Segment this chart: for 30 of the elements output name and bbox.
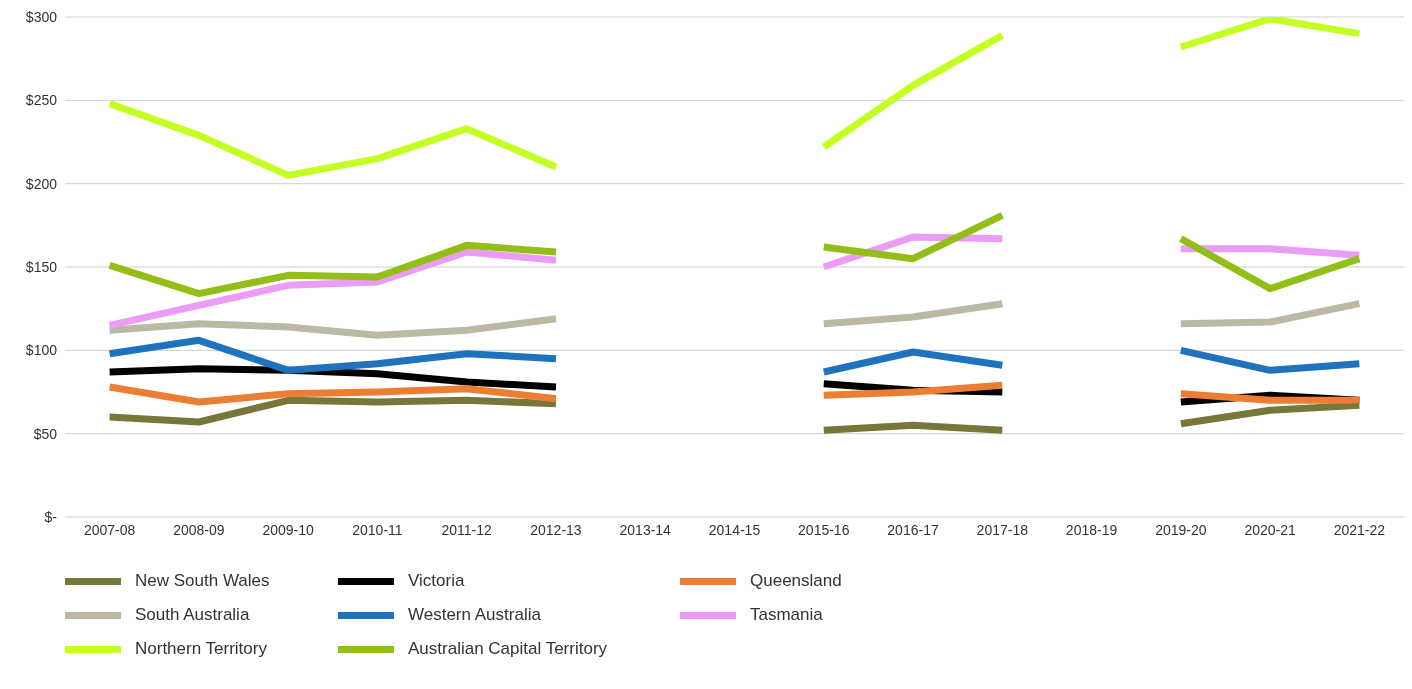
x-tick-label: 2011-12 [441, 521, 493, 538]
y-tick-label: $- [44, 508, 58, 525]
x-tick-label: 2009-10 [262, 521, 315, 538]
x-tick-label: 2014-15 [708, 521, 761, 538]
legend-label: Australian Capital Territory [408, 639, 608, 659]
x-tick-label: 2019-20 [1155, 521, 1207, 538]
x-tick-label: 2010-11 [352, 521, 403, 538]
x-tick-label: 2021-22 [1333, 521, 1386, 538]
legend-label: New South Wales [135, 571, 270, 591]
y-tick-label: $100 [25, 342, 58, 359]
x-tick-label: 2013-14 [619, 521, 672, 538]
y-tick-label: $200 [25, 175, 58, 192]
x-tick-label: 2012-13 [530, 521, 582, 538]
y-tick-label: $300 [25, 8, 58, 25]
x-tick-label: 2008-09 [173, 521, 225, 538]
y-tick-label: $150 [25, 258, 58, 275]
y-tick-label: $250 [25, 92, 58, 109]
x-tick-label: 2018-19 [1065, 521, 1118, 538]
legend-label: Western Australia [408, 605, 541, 625]
legend-label: South Australia [135, 605, 250, 625]
legend-label: Queensland [750, 571, 842, 591]
y-tick-label: $50 [33, 425, 58, 442]
legend-label: Victoria [408, 571, 465, 591]
x-tick-label: 2017-18 [976, 521, 1029, 538]
x-tick-label: 2015-16 [798, 521, 850, 538]
x-tick-label: 2016-17 [887, 521, 939, 538]
x-tick-label: 2007-08 [83, 521, 136, 538]
x-tick-label: 2020-21 [1244, 521, 1296, 538]
legend-label: Tasmania [750, 605, 823, 625]
legend-label: Northern Territory [135, 639, 267, 659]
